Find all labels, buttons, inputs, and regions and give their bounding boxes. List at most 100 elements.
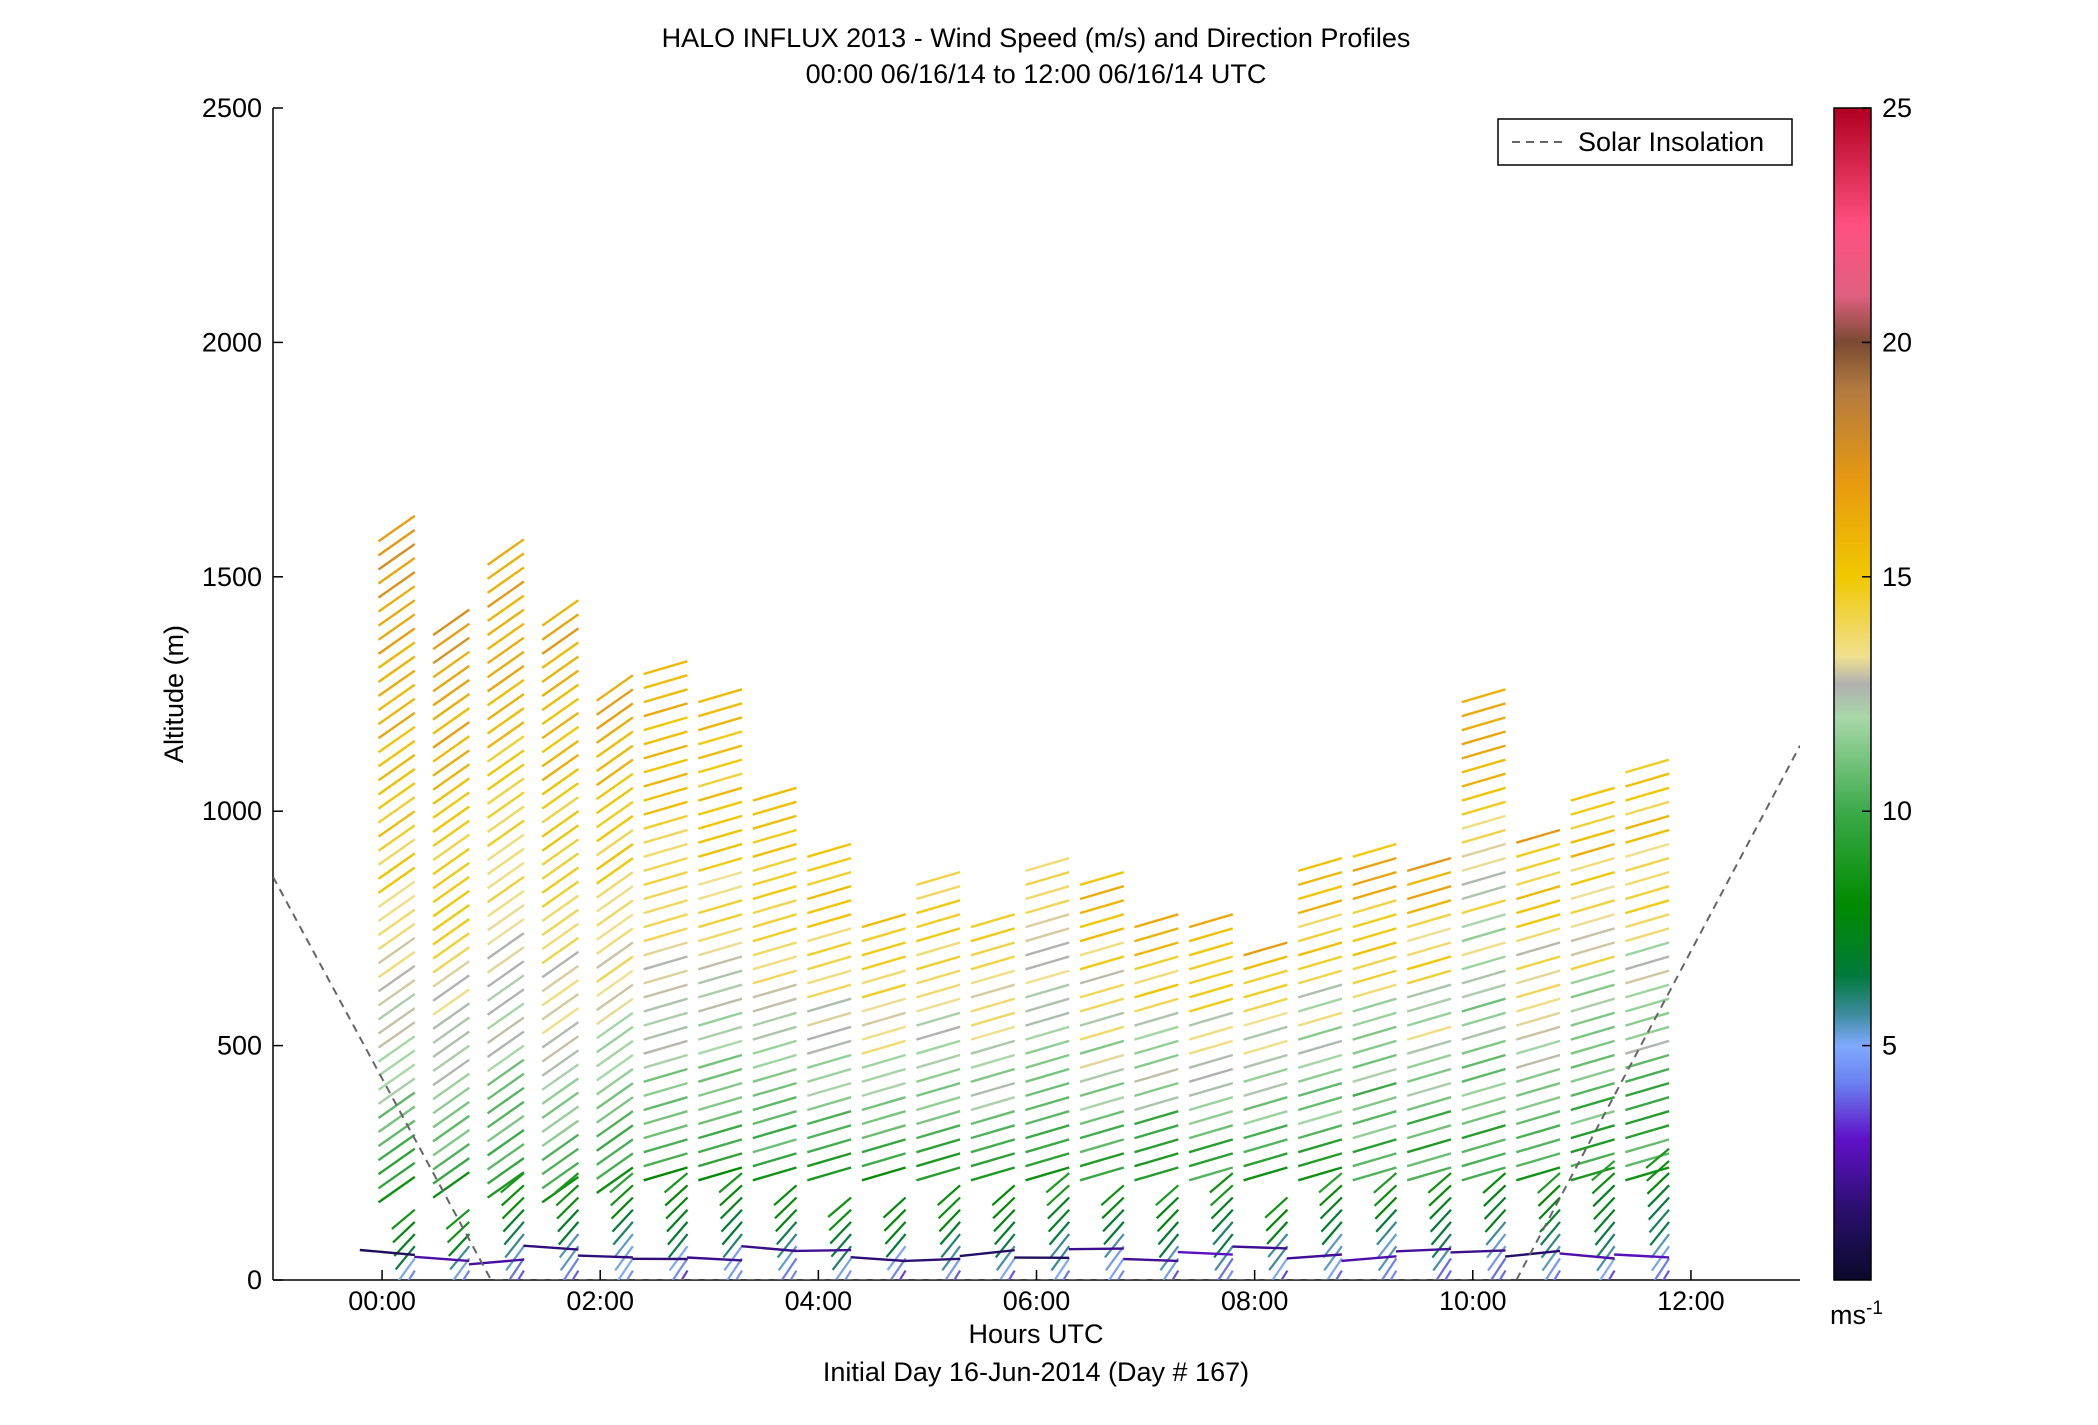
wind-barb <box>541 796 580 824</box>
wind-barb <box>1297 1011 1343 1027</box>
wind-barb <box>916 899 961 915</box>
wind-barb <box>697 969 743 985</box>
wind-barb <box>697 1096 743 1112</box>
wind-barb <box>806 1067 852 1083</box>
wind-barb <box>806 1152 852 1168</box>
wind-barb <box>752 983 797 999</box>
wind-barb <box>1297 1081 1343 1098</box>
wind-barb <box>1625 983 1670 999</box>
wind-barb-surface <box>1100 1184 1125 1207</box>
wind-barb <box>432 1030 470 1058</box>
wind-barb <box>697 885 743 901</box>
wind-barbs <box>359 514 1671 1280</box>
wind-barb <box>486 735 525 763</box>
wind-barb <box>806 1039 852 1055</box>
wind-barb <box>806 1166 852 1182</box>
wind-barb <box>916 1166 961 1182</box>
wind-barb <box>1406 885 1452 901</box>
wind-barb <box>697 1025 743 1041</box>
wind-barb <box>1134 969 1179 985</box>
y-axis-label: Altitude (m) <box>159 625 189 763</box>
wind-barb <box>377 1077 416 1105</box>
wind-barb <box>1243 1039 1288 1055</box>
wind-barb-surface <box>719 1184 743 1207</box>
wind-barb <box>432 1016 470 1044</box>
wind-barb-surface <box>1591 1160 1616 1182</box>
wind-barb <box>752 913 797 929</box>
wind-barb <box>970 983 1016 999</box>
wind-barb-surface <box>776 1233 798 1259</box>
wind-barb <box>1352 997 1397 1013</box>
wind-barb <box>970 955 1016 971</box>
wind-barb <box>377 894 416 923</box>
wind-barb <box>1079 941 1125 957</box>
wind-barb <box>1461 814 1506 830</box>
wind-barb <box>916 1152 961 1168</box>
wind-barb-surface <box>937 1196 961 1220</box>
colorbar-unit: ms-1 <box>1830 1298 1883 1330</box>
wind-barb <box>1243 941 1288 957</box>
wind-barb-surface <box>664 1184 689 1207</box>
wind-barb <box>916 1053 961 1069</box>
wind-barb <box>1406 1053 1452 1069</box>
x-tick-label: 04:00 <box>785 1286 853 1316</box>
wind-barb <box>1461 983 1506 999</box>
wind-barb <box>643 1138 688 1154</box>
wind-barb <box>643 1039 688 1055</box>
wind-barb <box>432 1157 470 1185</box>
wind-barb <box>486 805 525 833</box>
wind-barb <box>432 861 470 890</box>
wind-barb <box>377 908 416 937</box>
wind-barb-surface <box>557 1221 580 1246</box>
wind-barb <box>1352 1138 1397 1154</box>
wind-barb <box>1406 1067 1452 1083</box>
wind-barb-surface <box>883 1208 907 1232</box>
wind-barb <box>643 983 688 999</box>
wind-barb-surface <box>774 1196 798 1220</box>
wind-barb <box>377 697 416 726</box>
wind-barb-surface <box>558 1233 580 1259</box>
wind-barb-surface <box>1662 1270 1671 1280</box>
wind-barb <box>596 927 634 955</box>
wind-barb <box>1079 1152 1125 1168</box>
wind-barb <box>861 1166 906 1182</box>
wind-barb-surface <box>938 1208 961 1233</box>
wind-barb-surface <box>1212 1221 1234 1246</box>
wind-barb <box>1079 983 1125 999</box>
wind-barb <box>697 1011 743 1027</box>
wind-barb <box>1461 828 1506 844</box>
wind-barb <box>1515 828 1561 844</box>
wind-barb-surface <box>500 1172 525 1194</box>
wind-barb <box>486 988 525 1016</box>
wind-barb <box>1625 1011 1670 1027</box>
wind-barb <box>1025 955 1070 971</box>
wind-barb <box>1461 1081 1506 1098</box>
wind-barb <box>1625 997 1670 1013</box>
wind-barb <box>861 1039 906 1055</box>
wind-barb <box>697 1166 743 1182</box>
wind-barb <box>1515 899 1561 915</box>
wind-barb <box>1625 842 1670 858</box>
wind-barb <box>541 1091 580 1119</box>
wind-barb <box>1461 899 1506 915</box>
wind-barb <box>1134 941 1179 957</box>
wind-barb <box>1243 1138 1288 1154</box>
wind-barb <box>596 716 634 744</box>
wind-barb <box>1079 969 1125 985</box>
wind-barb-surface <box>1159 1245 1180 1271</box>
wind-barb-surface <box>1614 1253 1670 1259</box>
wind-barb <box>861 927 906 943</box>
wind-barb <box>1297 955 1343 971</box>
wind-barb <box>697 772 743 788</box>
wind-barb-surface <box>1377 1233 1398 1259</box>
wind-barb <box>377 1007 416 1035</box>
wind-barb-surface <box>1101 1196 1125 1220</box>
wind-barb <box>1025 899 1070 915</box>
wind-barb <box>643 716 688 732</box>
wind-barb <box>1134 1011 1179 1027</box>
wind-barb <box>1515 983 1561 999</box>
wind-barb <box>916 1124 961 1140</box>
wind-barb <box>970 1166 1016 1182</box>
wind-barb <box>1025 1096 1070 1112</box>
wind-barb-surface <box>1045 1172 1070 1194</box>
